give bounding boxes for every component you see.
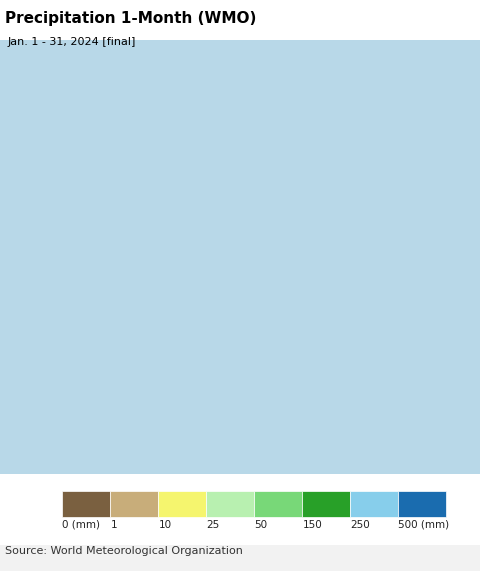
Text: 250: 250	[350, 520, 370, 530]
Text: Jan. 1 - 31, 2024 [final]: Jan. 1 - 31, 2024 [final]	[7, 37, 135, 47]
Text: 500 (mm): 500 (mm)	[398, 520, 450, 530]
Text: Precipitation 1-Month (WMO): Precipitation 1-Month (WMO)	[5, 11, 256, 26]
Text: 25: 25	[206, 520, 220, 530]
Text: 1: 1	[110, 520, 117, 530]
Text: 0 (mm): 0 (mm)	[62, 520, 100, 530]
Text: 10: 10	[158, 520, 171, 530]
Text: 50: 50	[254, 520, 267, 530]
Text: Source: World Meteorological Organization: Source: World Meteorological Organizatio…	[5, 546, 243, 556]
Text: 150: 150	[302, 520, 322, 530]
